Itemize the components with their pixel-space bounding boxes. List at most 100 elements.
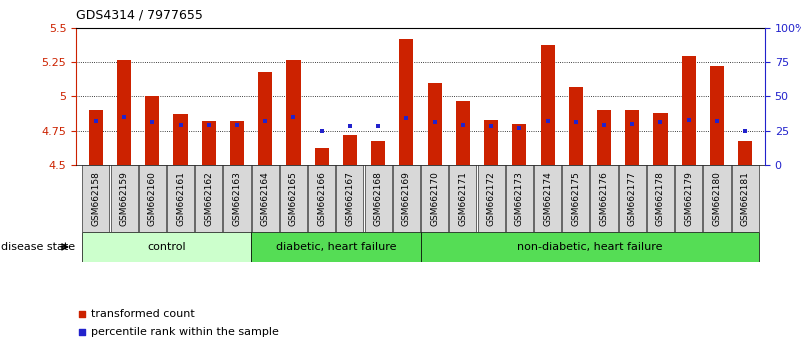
FancyBboxPatch shape	[675, 165, 702, 232]
Bar	[145, 97, 159, 165]
FancyBboxPatch shape	[336, 165, 364, 232]
Point	[541, 118, 554, 124]
Point	[203, 122, 215, 128]
Point	[118, 114, 131, 120]
Text: GSM662168: GSM662168	[374, 171, 383, 226]
Bar	[569, 87, 583, 165]
Text: GSM662167: GSM662167	[345, 171, 355, 226]
FancyBboxPatch shape	[421, 165, 449, 232]
Point	[654, 120, 667, 125]
Bar	[626, 110, 639, 165]
Point	[174, 122, 187, 128]
FancyBboxPatch shape	[252, 232, 421, 262]
Text: GSM662181: GSM662181	[741, 171, 750, 226]
Text: GSM662166: GSM662166	[317, 171, 326, 226]
Point	[710, 118, 723, 124]
Text: GSM662165: GSM662165	[289, 171, 298, 226]
FancyBboxPatch shape	[505, 165, 533, 232]
FancyBboxPatch shape	[562, 165, 590, 232]
Bar	[287, 60, 300, 165]
FancyBboxPatch shape	[111, 165, 138, 232]
Bar	[174, 114, 187, 165]
FancyBboxPatch shape	[139, 165, 166, 232]
Text: control: control	[147, 242, 186, 252]
FancyBboxPatch shape	[83, 165, 110, 232]
FancyBboxPatch shape	[590, 165, 618, 232]
Text: diabetic, heart failure: diabetic, heart failure	[276, 242, 396, 252]
FancyBboxPatch shape	[280, 165, 307, 232]
Point	[400, 115, 413, 121]
Text: GSM662163: GSM662163	[232, 171, 242, 226]
Point	[457, 122, 469, 128]
Point	[75, 329, 88, 335]
FancyBboxPatch shape	[223, 165, 251, 232]
Bar	[739, 142, 752, 165]
Bar	[710, 67, 724, 165]
FancyBboxPatch shape	[421, 232, 759, 262]
Bar	[343, 135, 357, 165]
Text: GSM662161: GSM662161	[176, 171, 185, 226]
Text: GSM662162: GSM662162	[204, 171, 213, 225]
FancyBboxPatch shape	[703, 165, 731, 232]
Point	[75, 312, 88, 317]
Text: GSM662169: GSM662169	[402, 171, 411, 226]
Text: GSM662160: GSM662160	[148, 171, 157, 226]
Text: GSM662175: GSM662175	[571, 171, 580, 226]
Bar	[117, 60, 131, 165]
Text: GSM662173: GSM662173	[515, 171, 524, 226]
Bar	[89, 110, 103, 165]
Point	[513, 125, 525, 131]
Point	[316, 128, 328, 133]
Text: GSM662159: GSM662159	[119, 171, 129, 226]
Text: GSM662172: GSM662172	[486, 171, 496, 225]
Text: transformed count: transformed count	[91, 309, 195, 319]
FancyBboxPatch shape	[252, 165, 279, 232]
Bar	[513, 124, 526, 165]
Text: GSM662179: GSM662179	[684, 171, 693, 226]
FancyBboxPatch shape	[167, 165, 194, 232]
Point	[739, 128, 751, 133]
Point	[259, 118, 272, 124]
Point	[90, 118, 103, 124]
FancyBboxPatch shape	[618, 165, 646, 232]
Text: GSM662170: GSM662170	[430, 171, 439, 226]
FancyBboxPatch shape	[195, 165, 223, 232]
Text: GSM662174: GSM662174	[543, 171, 552, 225]
Bar	[315, 148, 328, 165]
FancyBboxPatch shape	[647, 165, 674, 232]
Point	[344, 124, 356, 129]
Bar	[258, 72, 272, 165]
Text: GSM662180: GSM662180	[712, 171, 722, 226]
FancyBboxPatch shape	[392, 165, 420, 232]
Point	[372, 124, 384, 129]
FancyBboxPatch shape	[364, 165, 392, 232]
Bar	[371, 142, 385, 165]
Bar	[456, 101, 470, 165]
Text: GSM662171: GSM662171	[458, 171, 467, 226]
Text: GSM662177: GSM662177	[628, 171, 637, 226]
Text: non-diabetic, heart failure: non-diabetic, heart failure	[517, 242, 662, 252]
FancyBboxPatch shape	[477, 165, 505, 232]
Point	[626, 121, 638, 127]
Text: disease state: disease state	[1, 242, 75, 252]
FancyBboxPatch shape	[731, 165, 759, 232]
FancyBboxPatch shape	[82, 232, 252, 262]
Point	[231, 122, 244, 128]
Text: GDS4314 / 7977655: GDS4314 / 7977655	[76, 9, 203, 22]
Point	[598, 122, 610, 128]
Bar	[654, 113, 667, 165]
Bar	[484, 120, 498, 165]
Bar	[230, 121, 244, 165]
FancyBboxPatch shape	[449, 165, 477, 232]
Bar	[400, 39, 413, 165]
Point	[570, 120, 582, 125]
Bar	[597, 110, 611, 165]
Text: percentile rank within the sample: percentile rank within the sample	[91, 327, 280, 337]
Point	[146, 120, 159, 125]
Point	[485, 124, 497, 129]
Bar	[541, 45, 554, 165]
Bar	[428, 83, 441, 165]
Text: GSM662178: GSM662178	[656, 171, 665, 226]
FancyBboxPatch shape	[534, 165, 562, 232]
Text: GSM662164: GSM662164	[261, 171, 270, 225]
